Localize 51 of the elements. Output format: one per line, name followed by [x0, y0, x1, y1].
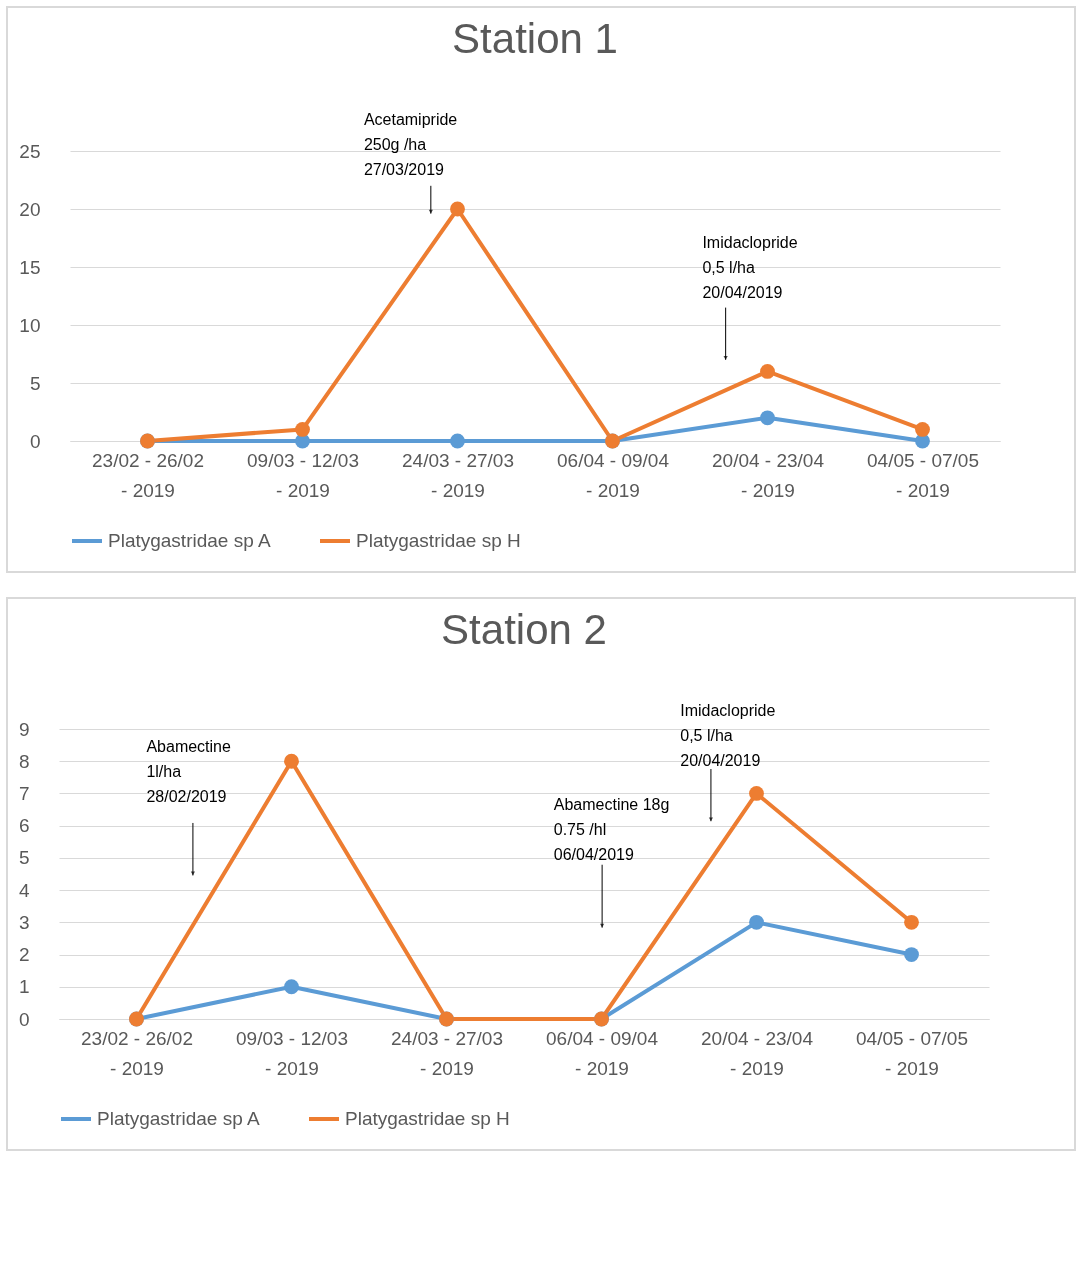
x-tick-label: 06/04 - 09/04 - 2019 — [557, 449, 670, 501]
y-tick-label: 2 — [18, 944, 30, 966]
point — [760, 410, 775, 426]
legend-label: Platygastridae sp A — [97, 1108, 260, 1129]
x-tick-label: 09/03 - 12/03 - 2019 — [236, 1027, 348, 1079]
x-tick-label: 23/02 - 26/02 - 2019 — [92, 449, 204, 501]
point — [749, 914, 764, 930]
annotation: Imidaclopride 0,5 l/ha 20/04/2019 — [680, 701, 776, 769]
point — [915, 422, 930, 437]
y-tick-label: 1 — [18, 976, 30, 998]
x-tick-label: 04/05 - 07/05 - 2019 — [856, 1027, 968, 1079]
point — [760, 364, 775, 379]
y-tick-label: 5 — [18, 847, 30, 869]
y-tick-label: 0 — [18, 1008, 30, 1030]
legend-label: Platygastridae sp H — [356, 530, 521, 551]
x-tick-label: 20/04 - 23/04 - 2019 — [701, 1027, 814, 1079]
y-tick-label: 9 — [18, 718, 30, 740]
annotation: Acetamipride 250g /ha 27/03/2019 — [363, 110, 458, 178]
y-tick-label: 20 — [19, 198, 41, 220]
y-tick-label: 25 — [19, 140, 41, 162]
point — [450, 433, 465, 449]
legend-label: Platygastridae sp H — [345, 1108, 510, 1129]
y-tick-label: 5 — [29, 372, 41, 394]
point — [284, 753, 299, 769]
annotation: Imidaclopride 0,5 l/ha 20/04/2019 — [702, 234, 798, 302]
x-tick-label: 24/03 - 27/03 - 2019 — [402, 449, 514, 501]
y-tick-label: 6 — [18, 815, 30, 837]
annotation: Abamectine 1l/ha 28/02/2019 — [146, 738, 232, 806]
annotation: Abamectine 18g 0.75 /hl 06/04/2019 — [553, 795, 670, 863]
y-tick-label: 0 — [29, 430, 41, 452]
point — [284, 979, 299, 995]
x-tick-label: 24/03 - 27/03 - 2019 — [391, 1027, 503, 1079]
y-tick-label: 7 — [18, 782, 30, 804]
point — [904, 914, 919, 930]
chart-title: Station 2 — [441, 605, 607, 653]
x-tick-label: 06/04 - 09/04 - 2019 — [546, 1027, 659, 1079]
x-tick-label: 20/04 - 23/04 - 2019 — [712, 449, 825, 501]
x-tick-label: 23/02 - 26/02 - 2019 — [81, 1027, 193, 1079]
point — [450, 201, 465, 217]
legend-label: Platygastridae sp A — [108, 530, 271, 551]
y-tick-label: 10 — [19, 314, 41, 336]
x-tick-label: 04/05 - 07/05 - 2019 — [867, 449, 979, 501]
y-tick-label: 4 — [18, 879, 30, 901]
point — [749, 786, 764, 801]
y-tick-label: 15 — [19, 256, 41, 278]
y-tick-label: 3 — [18, 911, 30, 933]
chart-title: Station 1 — [452, 14, 618, 62]
x-tick-label: 09/03 - 12/03 - 2019 — [247, 449, 359, 501]
point — [904, 947, 919, 962]
point — [295, 422, 310, 437]
y-tick-label: 8 — [18, 750, 30, 772]
